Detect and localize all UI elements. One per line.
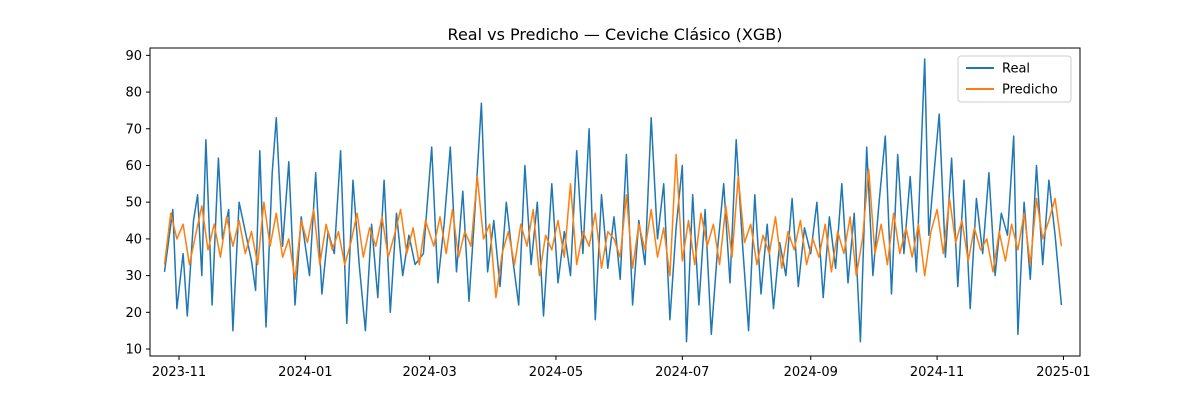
x-tick-label: 2024-03 <box>402 365 456 380</box>
series-line-predicho <box>163 153 1063 299</box>
series-layer <box>163 58 1063 343</box>
x-tick-label: 2024-11 <box>910 365 964 380</box>
y-tick-label: 20 <box>125 306 142 321</box>
y-tick-label: 70 <box>125 122 142 137</box>
y-tick-label: 10 <box>125 343 142 358</box>
y-tick-label: 40 <box>125 232 142 247</box>
y-tick-label: 50 <box>125 196 142 211</box>
y-tick-label: 80 <box>125 86 142 101</box>
x-tick-label: 2025-01 <box>1036 365 1090 380</box>
legend: Real Predicho <box>957 55 1072 103</box>
y-tick-label: 90 <box>125 49 142 64</box>
x-tick-label: 2023-11 <box>152 365 206 380</box>
x-tick-label: 2024-09 <box>784 365 838 380</box>
y-tick-label: 60 <box>125 159 142 174</box>
legend-label-predicho: Predicho <box>1002 83 1058 98</box>
plot-area <box>150 48 1080 356</box>
y-tick-label: 30 <box>125 269 142 284</box>
legend-label-real: Real <box>1002 62 1030 77</box>
x-tick-label: 2024-01 <box>278 365 332 380</box>
tick-marks: 10 20 30 40 50 60 70 80 90 2023-11 2024-01 2024-03 2… <box>125 49 1090 380</box>
series-line-real <box>163 58 1063 343</box>
x-tick-label: 2024-07 <box>655 365 709 380</box>
chart-title: Real vs Predicho — Ceviche Clásico (XGB) <box>448 25 783 44</box>
x-tick-label: 2024-05 <box>529 365 583 380</box>
